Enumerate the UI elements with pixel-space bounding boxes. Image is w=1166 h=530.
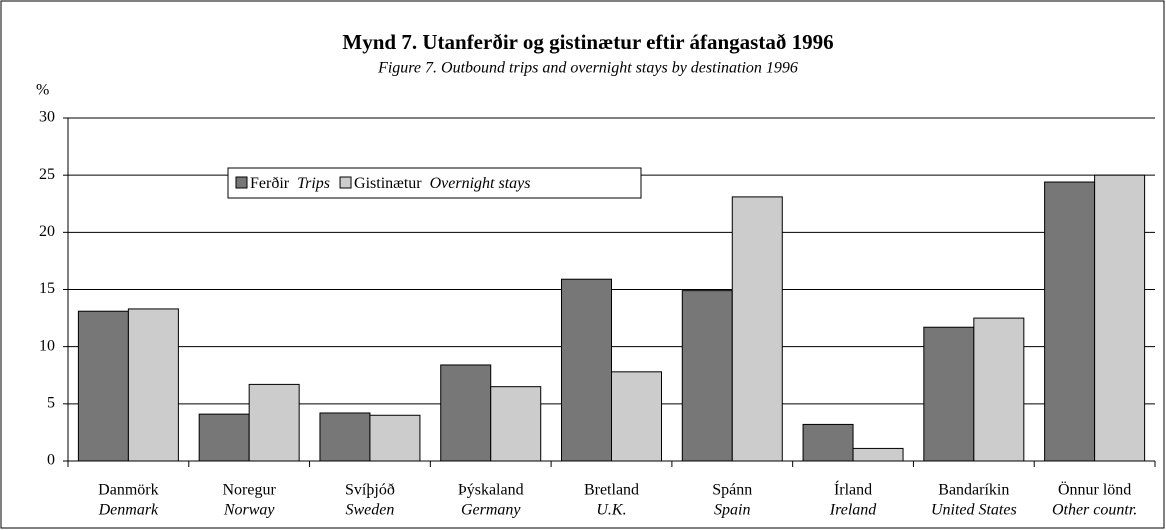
bar (852, 447, 904, 462)
y-tick-label: 15 (39, 280, 55, 297)
legend-name-en: Overnight stays (430, 175, 531, 192)
bar (369, 414, 421, 462)
legend-name: Ferðir (250, 175, 290, 192)
bar (77, 310, 129, 462)
x-tick-label: Írland (834, 480, 872, 499)
chart-subtitle: Figure 7. Outbound trips and overnight s… (377, 60, 798, 77)
bar (198, 413, 250, 462)
x-tick-label: Þýskaland (458, 482, 524, 499)
legend-label: Ferðir Trips (250, 175, 330, 192)
chart-title: Mynd 7. Utanferðir og gistinætur eftir á… (342, 30, 833, 54)
x-tick-label: Spánn (712, 482, 752, 499)
y-tick-label: 25 (39, 166, 55, 183)
x-tick-label: Önnur lönd (1058, 481, 1131, 499)
bar (973, 317, 1025, 462)
x-tick-label-en: Other countr. (1052, 502, 1137, 519)
x-tick-label: Bretland (584, 482, 639, 499)
bar (802, 423, 854, 462)
legend-name: Gistinætur (354, 175, 422, 192)
x-tick-label-en: Germany (461, 502, 521, 519)
x-tick-label-en: U.K. (596, 502, 626, 519)
bar (1044, 181, 1096, 462)
y-tick-label: 10 (39, 337, 55, 354)
bar (319, 412, 371, 462)
legend-box (227, 167, 642, 199)
x-tick-label: Noregur (223, 482, 277, 499)
x-tick-label-en: Spain (714, 502, 750, 519)
x-tick-label-en: Denmark (98, 502, 159, 519)
x-tick-label: Svíþjóð (345, 482, 395, 499)
legend-label: Gistinætur Overnight stays (354, 175, 530, 192)
bar (923, 326, 975, 462)
x-tick-label-en: Ireland (829, 502, 878, 519)
bar (1094, 174, 1146, 462)
y-tick-label: 30 (39, 109, 55, 126)
bar (611, 371, 662, 462)
y-tick-label: 5 (47, 395, 55, 412)
y-axis-label: % (36, 82, 49, 99)
x-tick-label-en: Sweden (346, 502, 395, 519)
legend-name-en: Trips (297, 175, 330, 192)
x-tick-label-en: United States (931, 502, 1017, 519)
y-tick-label: 20 (39, 223, 55, 240)
bar (248, 383, 300, 462)
x-tick-label: Bandaríkin (938, 482, 1009, 499)
bar (561, 278, 612, 462)
bar (731, 196, 783, 462)
bar (681, 290, 733, 462)
x-tick-label-en: Norway (223, 502, 276, 519)
legend-swatch (235, 176, 248, 189)
bar (490, 386, 542, 462)
bar (127, 308, 179, 462)
x-tick-label: Danmörk (98, 482, 158, 499)
bar (440, 364, 492, 462)
y-tick-label: 0 (47, 452, 55, 469)
legend-swatch (339, 176, 352, 189)
